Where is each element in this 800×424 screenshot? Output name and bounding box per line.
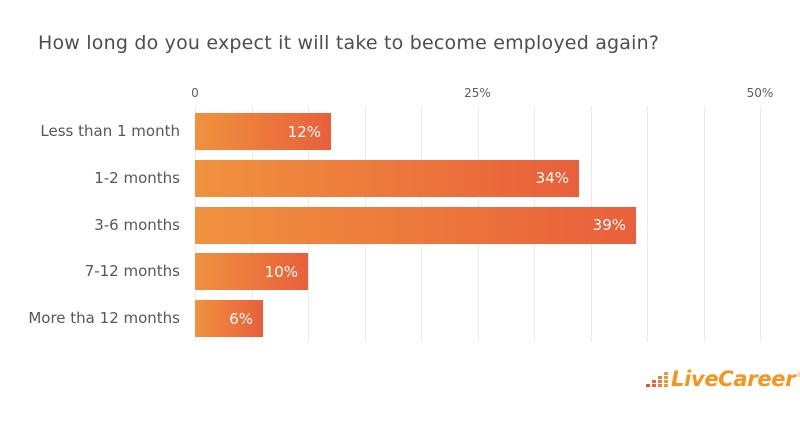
logo-icon-square — [652, 384, 656, 387]
x-axis-tick-label: 0 — [191, 86, 199, 100]
logo-icon-column — [646, 383, 650, 387]
bar-value-label: 34% — [535, 169, 569, 188]
logo-wordmark: LiveCareer — [671, 367, 796, 391]
logo-icon-column — [664, 371, 668, 387]
logo-icon-column — [652, 379, 656, 387]
chart-title: How long do you expect it will take to b… — [38, 32, 660, 54]
category-label: 1-2 months — [94, 168, 180, 187]
category-label: Less than 1 month — [40, 122, 180, 140]
bar: 39% — [195, 206, 636, 244]
logo-icon-square — [658, 380, 662, 383]
logo-icon-square — [664, 384, 668, 387]
logo-icon-column — [658, 375, 662, 387]
bar: 6% — [195, 300, 263, 337]
bar-value-label: 10% — [264, 262, 298, 281]
gridline — [760, 107, 761, 341]
category-label: 3-6 months — [94, 215, 180, 234]
bar-value-label: 39% — [592, 216, 626, 234]
logo-icon-square — [664, 380, 668, 383]
bar-value-label: 6% — [229, 309, 253, 328]
bar-value-label: 12% — [287, 122, 321, 141]
category-label: 7-12 months — [84, 262, 180, 281]
registered-mark: ® — [796, 371, 800, 379]
gridline — [647, 107, 648, 341]
bar-chart-dots-icon — [646, 371, 668, 387]
x-axis-tick-label: 25% — [464, 86, 491, 100]
livecareer-logo: LiveCareer ® — [646, 364, 800, 394]
gridline — [703, 107, 705, 341]
logo-icon-square — [664, 372, 668, 375]
logo-icon-square — [652, 380, 656, 383]
bar: 10% — [195, 253, 308, 291]
bar: 12% — [195, 113, 331, 150]
bar: 34% — [195, 159, 579, 197]
x-axis-tick-label: 50% — [746, 86, 774, 100]
logo-icon-square — [664, 376, 668, 379]
logo-icon-square — [658, 376, 662, 379]
logo-icon-square — [646, 384, 650, 387]
category-label: More tha 12 months — [28, 309, 180, 327]
logo-icon-square — [658, 384, 662, 387]
